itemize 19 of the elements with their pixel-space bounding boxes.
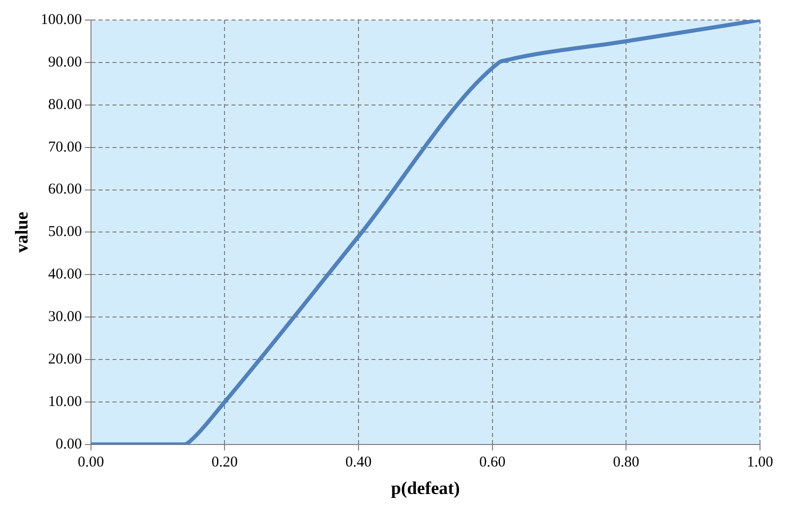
y-tick-label: 50.00 [48,224,82,240]
x-tick-label: 1.00 [746,454,774,470]
y-tick-label: 60.00 [48,182,82,198]
y-tick-label: 40.00 [48,266,82,283]
y-tick-label: 90.00 [48,54,82,70]
y-axis-title: value [11,212,32,253]
y-tick-label: 80.00 [48,96,82,113]
y-tick-label: 0.00 [56,436,82,452]
x-tick-label: 0.60 [479,454,506,470]
y-tick-label: 70.00 [48,139,82,156]
x-tick-label: 0.20 [212,454,238,470]
x-tick-label: 0.40 [345,454,372,470]
x-axis-title: p(defeat) [390,478,460,498]
x-tick-label: 0.80 [613,454,640,470]
y-tick-label: 20.00 [48,351,82,368]
y-tick-label: 30.00 [48,309,82,326]
x-tick-label: 0.00 [78,454,104,470]
y-tick-label: 100.00 [40,12,82,28]
y-tick-label: 10.00 [48,394,82,410]
